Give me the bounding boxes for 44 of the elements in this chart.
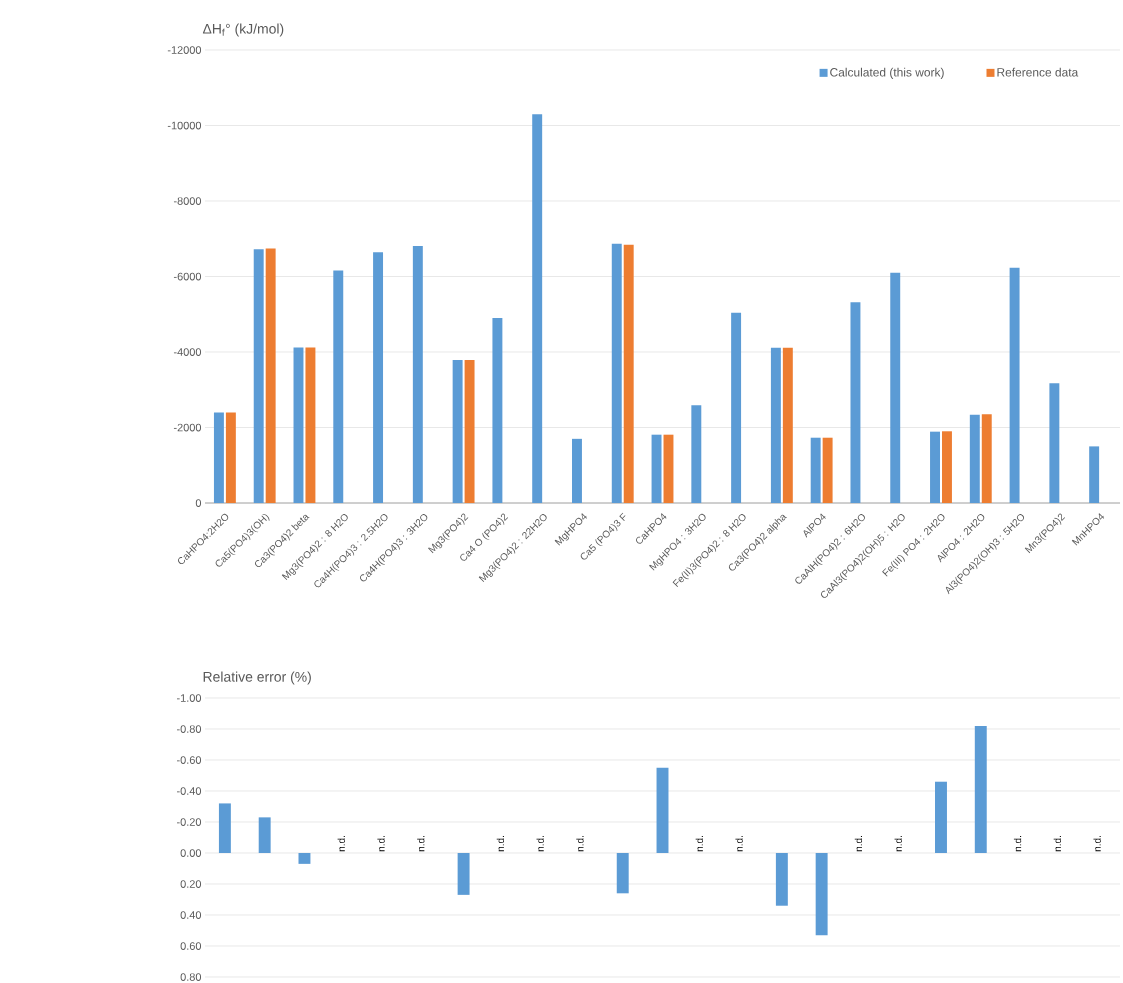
y-tick-label: 0.80 <box>180 973 202 981</box>
text: n.d. <box>417 836 425 852</box>
y-tick-label: 0.60 <box>180 942 202 950</box>
y-tick-label: -0.40 <box>176 787 202 795</box>
y-tick-label: -0.80 <box>176 725 202 733</box>
text: n.d. <box>735 836 743 852</box>
text: n.d. <box>695 836 703 852</box>
text: n.d. <box>337 836 345 852</box>
bar <box>298 853 311 864</box>
y-tick-label: -0.60 <box>176 756 202 764</box>
bar <box>218 803 231 854</box>
y-tick-label: -6000 <box>173 272 202 281</box>
text: n.d. <box>854 836 863 852</box>
text: n.d. <box>536 836 544 852</box>
y-tick-label: 0.00 <box>180 849 202 857</box>
bar <box>974 725 987 854</box>
y-tick-label: -12000 <box>167 46 202 54</box>
y-tick-label: -1.00 <box>176 694 202 702</box>
text: n.d. <box>377 836 385 852</box>
text: n.d. <box>496 836 505 852</box>
y-axis-title: ΔH$_{f}$° (kJ/mol) <box>202 23 284 37</box>
y-tick-label: -2000 <box>173 423 202 432</box>
bar <box>258 817 271 854</box>
text: n.d. <box>576 836 584 852</box>
legend-label: Reference data <box>997 67 1079 77</box>
bar <box>775 853 788 906</box>
y-tick-label: 0 <box>195 499 202 507</box>
legend-label: Calculated (this work) <box>830 67 944 79</box>
y-tick-label: -4000 <box>173 348 202 356</box>
text: n.d. <box>1053 836 1061 852</box>
text: n.d. <box>894 836 902 852</box>
y-axis-title: Relative error (%) <box>203 671 311 685</box>
text: n.d. <box>1093 836 1101 852</box>
y-tick-label: -10000 <box>167 121 202 130</box>
y-tick-label: -8000 <box>173 197 202 205</box>
y-tick-label: -0.20 <box>176 818 202 826</box>
y-tick-label: 0.40 <box>180 911 202 919</box>
text: n.d. <box>1013 836 1022 852</box>
bar <box>656 767 669 854</box>
bar <box>815 853 828 936</box>
y-tick-label: 0.20 <box>180 880 202 888</box>
bar <box>616 853 629 894</box>
bar <box>457 853 470 895</box>
bar <box>935 781 947 854</box>
